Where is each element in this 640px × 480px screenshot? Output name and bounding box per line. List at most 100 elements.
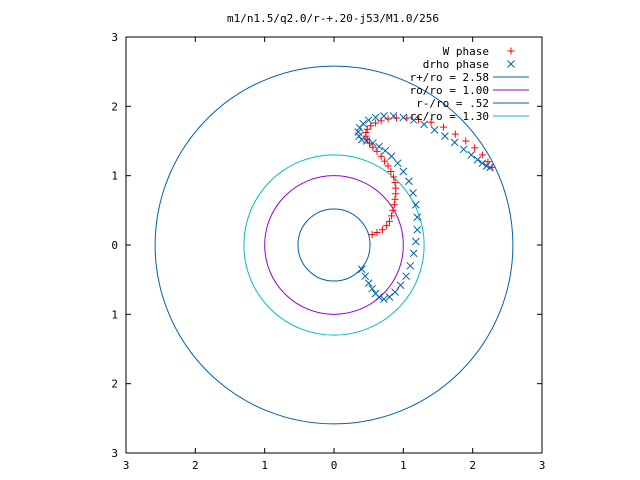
drho-phase-point bbox=[357, 265, 366, 274]
drho-phase-point bbox=[364, 116, 373, 125]
legend-label: rc/ro = 1.30 bbox=[410, 110, 489, 123]
y-tick-label: 3 bbox=[111, 31, 118, 44]
drho-phase-point bbox=[375, 142, 383, 151]
y-tick-label: 2 bbox=[111, 378, 118, 391]
drho-phase-point bbox=[409, 189, 417, 197]
drho-phase-point bbox=[380, 295, 388, 303]
drho-phase-point bbox=[473, 155, 482, 164]
drho-phase-point bbox=[375, 293, 383, 301]
w-phase-point bbox=[415, 116, 423, 124]
x-tick-label: 3 bbox=[123, 459, 130, 472]
w-phase-point bbox=[471, 144, 479, 152]
drho-phase-point bbox=[399, 113, 408, 122]
w-phase-point bbox=[451, 130, 459, 138]
w-phase-point bbox=[384, 162, 392, 170]
x-tick-label: 0 bbox=[331, 459, 338, 472]
drho-phase-point bbox=[450, 138, 459, 147]
chart-title: m1/n1.5/q2.0/r-+.20-j53/M1.0/256 bbox=[227, 12, 439, 25]
drho-phase-point bbox=[411, 237, 420, 246]
w-phase-point bbox=[390, 173, 398, 181]
w-phase-point bbox=[390, 201, 398, 209]
x-tick-label: 2 bbox=[192, 459, 199, 472]
w-phase-point bbox=[462, 137, 470, 145]
drho-phase-point bbox=[411, 200, 420, 209]
drho-phase-point bbox=[389, 112, 398, 120]
drho-phase-point bbox=[478, 159, 487, 168]
drho-phase-point bbox=[409, 116, 418, 125]
x-tick-label: 1 bbox=[261, 459, 268, 472]
legend-marker bbox=[507, 60, 515, 68]
drho-phase-point bbox=[459, 145, 468, 154]
y-tick-label: 0 bbox=[111, 239, 118, 252]
drho-phase-point bbox=[380, 112, 388, 120]
drho-phase-point bbox=[393, 159, 402, 168]
legend-label: ro/ro = 1.00 bbox=[410, 84, 489, 97]
w-phase-point bbox=[391, 195, 399, 203]
y-tick-label: 3 bbox=[111, 447, 118, 460]
circle-rc-ro-1-30 bbox=[243, 154, 425, 336]
drho-phase-point bbox=[467, 151, 476, 159]
drho-phase-point bbox=[405, 177, 413, 186]
legend-label: r+/ro = 2.58 bbox=[410, 71, 489, 84]
drho-phase-point bbox=[486, 163, 494, 172]
drho-phase-point bbox=[361, 272, 370, 281]
drho-phase-point bbox=[409, 249, 418, 258]
drho-phase-point bbox=[420, 120, 428, 129]
w-phase-point bbox=[388, 212, 396, 220]
drho-phase-point bbox=[359, 119, 367, 128]
drho-phase-point bbox=[413, 225, 422, 234]
w-phase-point bbox=[379, 226, 387, 234]
drho-phase-point bbox=[368, 284, 376, 293]
circle-ro-ro-1-00 bbox=[264, 175, 404, 315]
drho-phase-point bbox=[413, 213, 422, 222]
w-phase-point bbox=[427, 118, 435, 126]
drho-phase-point bbox=[364, 279, 373, 287]
w-phase-point bbox=[369, 143, 377, 151]
drho-phase-point bbox=[354, 128, 363, 136]
w-phase-point bbox=[440, 123, 448, 131]
drho-phase-point bbox=[387, 152, 396, 161]
w-phase-point bbox=[372, 119, 380, 127]
legend-label: drho phase bbox=[423, 58, 489, 71]
data-points bbox=[354, 112, 496, 303]
w-phase-point bbox=[383, 222, 391, 230]
y-tick-label: 1 bbox=[111, 308, 118, 321]
w-phase-point bbox=[373, 229, 381, 237]
circle-r-ro-2-58 bbox=[154, 65, 514, 425]
x-tick-label: 3 bbox=[539, 459, 546, 472]
y-tick-label: 2 bbox=[111, 100, 118, 113]
drho-phase-point bbox=[396, 281, 405, 290]
reference-circles bbox=[154, 65, 514, 425]
w-phase-point bbox=[391, 179, 399, 187]
legend-label: r-/ro = .52 bbox=[416, 97, 489, 110]
drho-phase-point bbox=[381, 146, 390, 155]
x-tick-label: 1 bbox=[400, 459, 407, 472]
legend-marker bbox=[507, 47, 515, 55]
w-phase-point bbox=[363, 125, 371, 133]
drho-phase-point bbox=[402, 272, 410, 281]
drho-phase-point bbox=[368, 139, 377, 147]
w-phase-point bbox=[478, 151, 486, 159]
x-tick-label: 2 bbox=[469, 459, 476, 472]
w-phase-point bbox=[377, 152, 385, 160]
w-phase-point bbox=[387, 168, 395, 176]
drho-phase-point bbox=[391, 288, 399, 297]
drho-phase-point bbox=[399, 167, 408, 176]
drho-phase-point bbox=[362, 137, 371, 145]
drho-phase-point bbox=[441, 132, 449, 141]
w-phase-point bbox=[367, 122, 375, 130]
circle-r-ro-52 bbox=[297, 208, 371, 282]
w-phase-point bbox=[368, 231, 376, 239]
w-phase-point bbox=[392, 184, 400, 192]
y-tick-label: 1 bbox=[111, 170, 118, 183]
legend-label: W phase bbox=[443, 45, 489, 58]
w-phase-point bbox=[385, 217, 393, 225]
drho-phase-point bbox=[430, 126, 439, 134]
drho-phase-point bbox=[371, 113, 380, 122]
w-phase-point bbox=[381, 157, 389, 165]
w-phase-point bbox=[389, 206, 397, 214]
w-phase-point bbox=[362, 129, 370, 137]
